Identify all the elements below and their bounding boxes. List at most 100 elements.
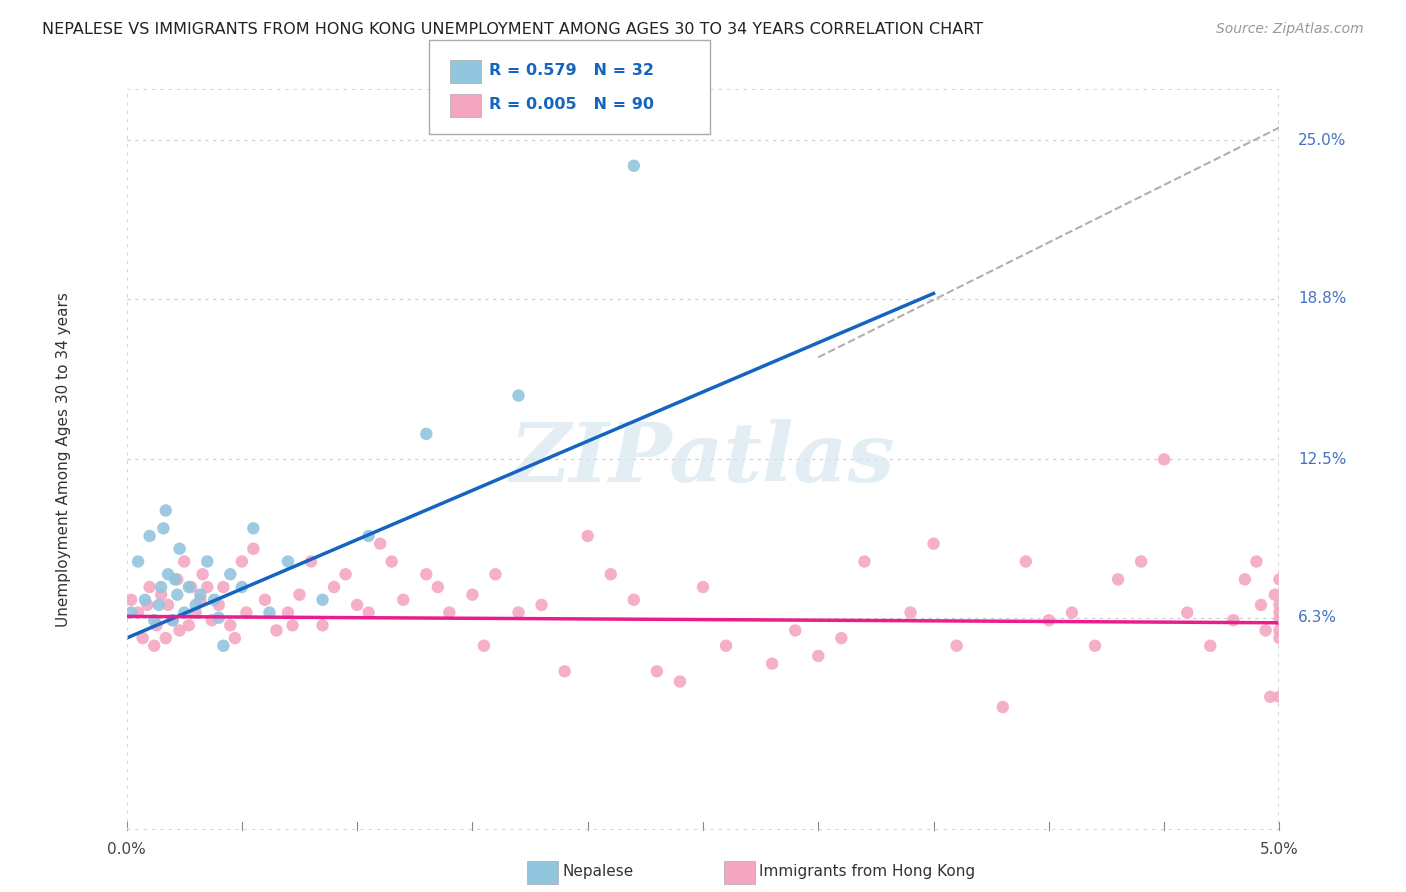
Point (157, 598, 180, 612)
Point (1015, 554, 1038, 568)
Point (202, 592, 225, 607)
Point (266, 624, 288, 638)
Point (830, 631, 852, 645)
Point (219, 618, 242, 632)
Point (145, 618, 167, 632)
Point (761, 657, 783, 671)
Point (368, 536, 391, 550)
Point (1250, 598, 1272, 612)
Point (381, 554, 404, 568)
Point (439, 606, 461, 620)
Point (415, 426, 437, 441)
Point (1153, 452, 1175, 467)
Point (177, 618, 200, 632)
Point (357, 606, 380, 620)
Point (281, 618, 304, 632)
Bar (127, 89, 1279, 830)
Point (208, 598, 231, 612)
Point (392, 592, 415, 607)
Point (1268, 606, 1291, 620)
Point (127, 606, 149, 620)
Point (148, 598, 170, 612)
Point (645, 665, 668, 679)
Text: 5.0%: 5.0% (1260, 842, 1299, 857)
Point (242, 541, 264, 556)
Point (177, 580, 200, 594)
Point (900, 606, 922, 620)
Point (212, 639, 235, 653)
Text: Immigrants from Hong Kong: Immigrants from Hong Kong (759, 864, 976, 879)
Point (1268, 690, 1291, 704)
Point (162, 613, 184, 627)
Point (508, 606, 530, 620)
Point (311, 592, 333, 607)
Point (208, 610, 231, 624)
Point (1175, 606, 1198, 620)
Point (1038, 613, 1060, 627)
Point (1084, 639, 1107, 653)
Point (173, 554, 195, 568)
Point (155, 631, 177, 645)
Point (134, 592, 156, 607)
Point (991, 700, 1014, 714)
Point (1222, 613, 1244, 627)
Point (288, 588, 311, 602)
Point (201, 613, 224, 627)
Point (785, 624, 807, 638)
Point (195, 580, 218, 594)
Point (212, 580, 235, 594)
Point (1060, 606, 1083, 620)
Text: R = 0.005   N = 90: R = 0.005 N = 90 (489, 97, 654, 112)
Point (277, 606, 299, 620)
Point (138, 580, 160, 594)
Point (191, 567, 214, 582)
Point (1199, 639, 1222, 653)
Point (219, 567, 242, 582)
Text: ZIPatlas: ZIPatlas (510, 419, 896, 500)
Point (150, 588, 173, 602)
Point (807, 648, 830, 663)
Point (1268, 613, 1291, 627)
Point (188, 588, 211, 602)
Point (180, 580, 202, 594)
Point (1268, 598, 1291, 612)
Point (131, 631, 153, 645)
Point (150, 580, 173, 594)
Point (184, 606, 207, 620)
Point (224, 631, 246, 645)
Point (599, 567, 621, 582)
Point (299, 554, 322, 568)
Point (155, 503, 177, 517)
Point (277, 554, 299, 568)
Point (346, 598, 368, 612)
Point (143, 613, 166, 627)
Point (195, 554, 218, 568)
Point (1258, 690, 1281, 704)
Point (692, 580, 714, 594)
Text: Unemployment Among Ages 30 to 34 years: Unemployment Among Ages 30 to 34 years (56, 292, 70, 627)
Point (1264, 588, 1286, 602)
Point (253, 592, 276, 607)
Point (714, 639, 737, 653)
Text: 0.0%: 0.0% (107, 842, 146, 857)
Point (335, 567, 357, 582)
Point (188, 592, 211, 607)
Point (143, 639, 166, 653)
Point (576, 529, 599, 543)
Point (163, 573, 186, 587)
Point (1268, 631, 1291, 645)
Point (1246, 554, 1268, 568)
Point (484, 567, 506, 582)
Point (922, 536, 945, 550)
Point (166, 588, 188, 602)
Point (120, 606, 142, 620)
Point (169, 541, 191, 556)
Point (323, 580, 346, 594)
Point (259, 606, 281, 620)
Point (623, 592, 645, 607)
Text: 18.8%: 18.8% (1298, 291, 1347, 306)
Point (1233, 573, 1256, 587)
Point (157, 567, 180, 582)
Point (530, 598, 553, 612)
Point (184, 598, 207, 612)
